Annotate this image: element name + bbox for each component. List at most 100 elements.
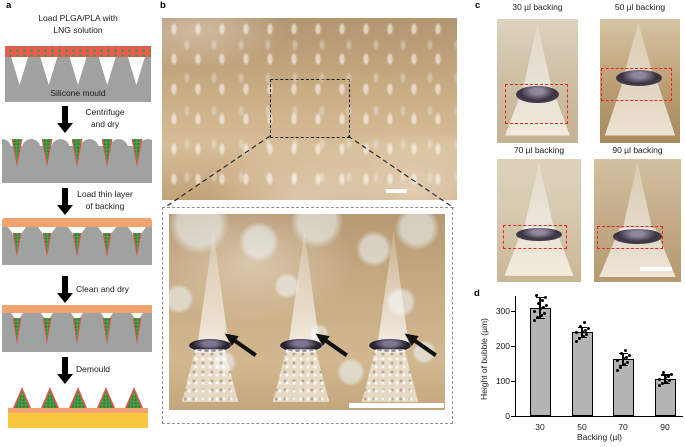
schematic-backing-loaded xyxy=(2,218,152,265)
bubble-ring xyxy=(280,339,322,352)
filled-needle-cavity xyxy=(71,139,83,167)
drug-fill xyxy=(133,139,141,163)
arrow2-line1: Load thin layer xyxy=(77,189,133,199)
drug-fill xyxy=(134,318,140,340)
y-axis-label: Height of bubble (µm) xyxy=(479,318,489,400)
mould-cavity xyxy=(127,57,145,85)
down-arrow-icon xyxy=(57,276,73,303)
data-point xyxy=(586,327,590,330)
photo-label-50ul: 50 µl backing xyxy=(614,2,666,12)
bar-50 xyxy=(571,332,593,416)
needle-photo-70ul xyxy=(497,159,581,282)
drug-fill xyxy=(43,139,51,163)
x-tick-label: 50 xyxy=(577,422,587,432)
step1-title-line2: LNG solution xyxy=(53,24,103,35)
needle-base xyxy=(361,349,419,402)
bokeh-highlight xyxy=(356,231,392,267)
cavity-opening xyxy=(11,313,23,322)
bubble-band xyxy=(516,227,562,242)
error-cap-top xyxy=(535,297,545,299)
bubble-ring xyxy=(369,339,411,352)
data-point xyxy=(534,293,538,297)
data-point xyxy=(615,368,619,372)
schematic-centrifuged xyxy=(2,138,152,183)
error-cap-top xyxy=(618,352,628,354)
drug-fill xyxy=(14,318,20,340)
needle-photo-90ul xyxy=(594,159,681,282)
step-arrow-3-text: Clean and dry xyxy=(76,284,129,294)
drug-fill xyxy=(15,390,29,408)
data-point xyxy=(624,355,628,359)
silicone-mould-block xyxy=(5,57,151,102)
step-arrow-4-text: Demould xyxy=(76,364,111,374)
data-point xyxy=(539,313,543,317)
panel-d-label: d xyxy=(474,288,480,299)
data-point xyxy=(661,370,665,374)
error-cap-bottom xyxy=(535,318,545,320)
demoulded-needle xyxy=(97,387,115,408)
demoulded-needle xyxy=(13,387,31,408)
needle-photo-30ul xyxy=(497,19,578,143)
bubble-band xyxy=(616,69,663,86)
bubble-highlight-box xyxy=(601,68,672,101)
filled-needle-cavity xyxy=(72,233,82,257)
data-point xyxy=(621,357,625,361)
filled-needle-cavity xyxy=(12,233,22,257)
bar-70 xyxy=(612,358,634,416)
drug-fill xyxy=(104,318,110,340)
drug-fill xyxy=(127,390,141,408)
base-layer xyxy=(8,413,148,428)
microneedle xyxy=(172,232,252,407)
data-point xyxy=(532,319,536,323)
photo-label-30ul: 30 µl backing xyxy=(512,2,563,12)
backing-layer xyxy=(2,218,152,227)
needle-cone xyxy=(622,162,653,232)
data-point xyxy=(578,324,582,328)
y-tick-label: 100 xyxy=(495,376,510,386)
data-point xyxy=(660,382,664,386)
drug-fill xyxy=(13,139,21,163)
data-point xyxy=(582,320,586,324)
mould-cavity xyxy=(11,57,29,85)
error-cap-top xyxy=(660,374,670,376)
data-point xyxy=(615,359,619,363)
y-tick-label: 200 xyxy=(495,341,510,351)
filled-needle-cavity xyxy=(42,318,52,344)
filled-needle-cavity xyxy=(102,233,112,257)
demoulded-needle xyxy=(125,387,143,408)
bubble-band xyxy=(613,229,662,244)
cavity-opening xyxy=(71,313,83,322)
drug-fill xyxy=(73,139,81,163)
error-cap-top xyxy=(577,326,587,328)
data-point xyxy=(623,349,627,353)
filled-needle-cavity xyxy=(132,233,142,257)
needle-cone xyxy=(521,23,554,94)
scale-bar xyxy=(640,267,672,271)
data-point xyxy=(664,380,668,384)
needle-cone xyxy=(523,162,555,231)
data-point xyxy=(532,309,536,313)
bubble-highlight-box xyxy=(505,84,568,124)
demoulded-needle xyxy=(69,387,87,408)
drug-fill xyxy=(14,233,20,253)
down-arrow-icon xyxy=(57,188,73,215)
data-point xyxy=(543,296,547,300)
filled-needle-cavity xyxy=(12,318,22,344)
data-point xyxy=(625,360,629,364)
bubble-ring xyxy=(189,339,231,352)
data-point xyxy=(663,376,667,380)
photo-label-90ul: 90 µl backing xyxy=(612,145,663,155)
needle-base xyxy=(272,349,330,402)
x-axis xyxy=(515,416,683,418)
data-point xyxy=(669,373,673,377)
drug-fill xyxy=(44,318,50,340)
step1-title-line1: Load PLGA/PLA with xyxy=(38,13,118,23)
panel-c-label: c xyxy=(475,0,481,11)
cavity-opening xyxy=(101,313,113,322)
filled-needle-cavity xyxy=(101,139,113,167)
bokeh-highlight xyxy=(169,284,194,314)
microneedle xyxy=(263,232,343,407)
panel-a-label: a xyxy=(6,0,12,11)
y-axis xyxy=(515,296,517,416)
drug-fill xyxy=(103,139,111,163)
